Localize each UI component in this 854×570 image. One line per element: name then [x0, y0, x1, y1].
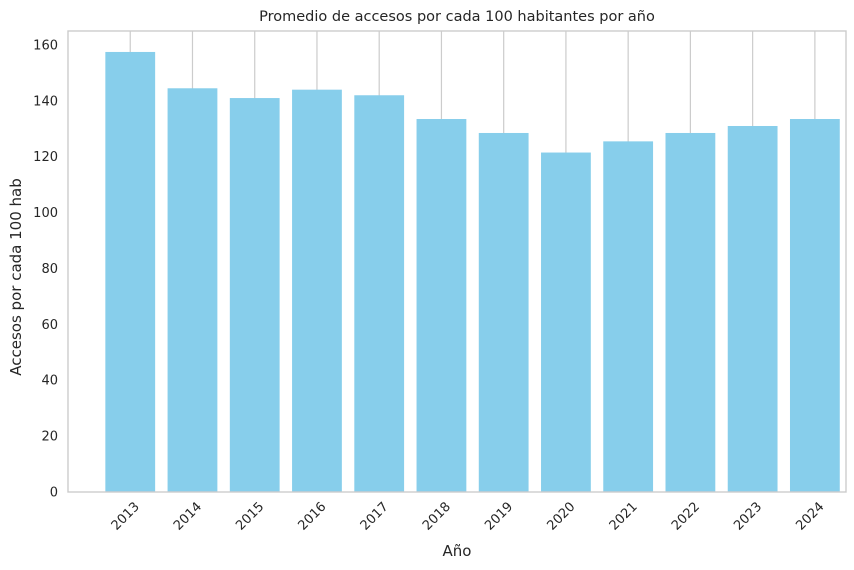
bar-2024: [789, 119, 840, 492]
plot-frame: [67, 30, 847, 493]
bar-2016: [292, 89, 342, 492]
chart-title: Promedio de accesos por cada 100 habitan…: [259, 9, 655, 25]
y-axis-ticks: 0 20 40 60 80 100 120 140 160: [33, 38, 58, 500]
bar-2015: [229, 98, 280, 493]
y-tick-label: 160: [33, 38, 58, 53]
bar-2021: [603, 141, 654, 493]
bar-2014: [167, 88, 218, 492]
y-tick-label: 140: [33, 94, 58, 109]
y-tick-label: 40: [41, 374, 58, 389]
y-tick-label: 60: [41, 318, 58, 333]
bar-layer: [105, 51, 840, 493]
y-tick-label: 0: [50, 486, 58, 501]
y-axis-title: Accesos por cada 100 hab: [7, 178, 25, 375]
y-tick-label: 100: [33, 206, 58, 221]
bar-2019: [478, 132, 529, 492]
bar-2017: [354, 95, 405, 492]
bar-2022: [665, 132, 716, 492]
bar-2013: [105, 51, 156, 493]
x-axis-title: Año: [443, 542, 472, 560]
y-tick-label: 80: [41, 262, 58, 277]
y-tick-label: 120: [33, 150, 58, 165]
bar-2018: [416, 119, 467, 492]
y-tick-label: 20: [41, 430, 58, 445]
bar-2023: [727, 125, 778, 492]
bar-2020: [541, 152, 591, 492]
